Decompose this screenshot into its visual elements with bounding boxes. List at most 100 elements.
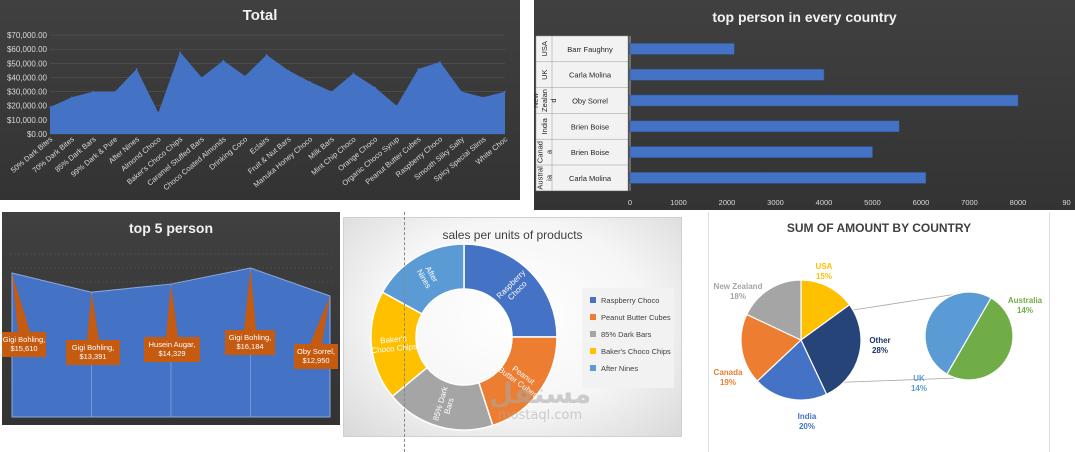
sum-amount-country-panel: SUM OF AMOUNT BY COUNTRY USA 15% Other 28% I… xyxy=(708,212,1050,452)
total-chart-panel: Total $0.00 $10,000.00 $20,000.00 $30,000.0… xyxy=(0,0,520,200)
data-point xyxy=(395,104,398,107)
x-tick-label: 4000 xyxy=(816,198,833,207)
legend-label: Peanut Butter Cubes xyxy=(601,313,671,322)
top-person-country-panel: top person in every country 0 1000 2000 300… xyxy=(534,0,1075,210)
person-label: Carla Molina xyxy=(569,71,612,80)
x-tick-label: 8000 xyxy=(1010,198,1027,207)
secondary-pie-slice xyxy=(924,291,992,375)
data-point xyxy=(157,112,160,114)
data-point xyxy=(92,90,95,93)
callout-pointer xyxy=(244,268,256,330)
pie-category-label: Other xyxy=(869,336,890,345)
data-label: Husein Augar, $14,329 xyxy=(149,340,196,358)
x-tick-label: 7000 xyxy=(961,198,978,207)
person-label: Carla Molina xyxy=(569,174,612,183)
top-person-bar-chart: 0 1000 2000 3000 4000 5000 6000 7000 8000 90 Barr … xyxy=(534,35,1071,207)
watermark: مستقل mostaql.com xyxy=(470,377,610,424)
pie-slice xyxy=(756,338,828,401)
callout-pointer xyxy=(166,284,178,337)
x-tick-label: 2000 xyxy=(719,198,736,207)
bar xyxy=(629,94,1019,107)
person-label: Barr Faughny xyxy=(567,45,613,54)
legend-swatch xyxy=(590,314,596,320)
doughnut-data-label: Baker'sChoco Chips xyxy=(370,333,417,355)
total-area-chart: $0.00 $10,000.00 $20,000.00 $30,000.00 $40,0… xyxy=(7,31,510,192)
legend-box xyxy=(582,288,674,388)
y-tick-label: $40,000.00 xyxy=(7,73,48,82)
pie-category-label: India xyxy=(798,412,817,421)
data-point xyxy=(114,90,116,93)
bar xyxy=(629,68,825,81)
person-label: Brien Boise xyxy=(571,148,609,157)
country-label: Australia xyxy=(536,166,554,190)
doughnut-slice xyxy=(463,243,558,338)
total-area-series xyxy=(50,52,505,134)
bar xyxy=(629,120,900,133)
data-point xyxy=(287,69,290,72)
y-tick-label: $50,000.00 xyxy=(7,59,48,68)
pie-percent-label: 20% xyxy=(799,422,815,431)
pie-slice xyxy=(800,303,862,396)
data-point xyxy=(135,68,138,70)
top-person-country-title: top person in every country xyxy=(712,9,897,25)
x-tick-label: 0 xyxy=(628,198,632,207)
callout-box xyxy=(144,337,200,362)
watermark-arabic: مستقل xyxy=(488,377,592,410)
sum-amount-country-title: SUM OF AMOUNT BY COUNTRY xyxy=(786,221,972,235)
pie-slice xyxy=(800,279,851,342)
callout-box xyxy=(294,344,338,369)
total-chart-title: Total xyxy=(242,7,278,24)
pie-percent-label: 15% xyxy=(816,272,832,281)
country-label: NewZealand xyxy=(534,89,558,112)
country-label: Canada xyxy=(536,141,554,163)
legend-label: Raspberry Choco xyxy=(601,296,659,305)
pie-slice xyxy=(745,279,802,341)
pie-category-label: USA xyxy=(816,262,833,271)
pie-category-label: Australia xyxy=(1008,296,1043,305)
legend-swatch xyxy=(590,331,596,337)
country-label: UK xyxy=(540,69,549,79)
pie-percent-label: 28% xyxy=(872,346,888,355)
doughnut-slice xyxy=(381,243,465,315)
pie-percent-label: 14% xyxy=(911,384,927,393)
bar xyxy=(629,172,927,184)
callout-box xyxy=(66,340,120,365)
connector-line xyxy=(843,377,958,383)
legend-swatch xyxy=(590,348,596,354)
data-point xyxy=(222,59,225,62)
country-label: USA xyxy=(540,41,549,56)
data-point xyxy=(244,75,246,77)
sales-units-panel: sales per units of products RaspberryCho… xyxy=(343,217,682,437)
legend-label: 85% Dark Bars xyxy=(601,330,652,339)
data-point xyxy=(179,51,181,53)
callout-pointer xyxy=(87,292,99,340)
x-tick-label: 90 xyxy=(1062,198,1070,207)
y-tick-label: $10,000.00 xyxy=(7,116,48,125)
bar xyxy=(629,43,735,55)
top-5-area-chart: Gigi Bohling, $15,610 Gigi Bohling, $13,391… xyxy=(2,253,338,418)
connector-line xyxy=(852,293,958,311)
x-tick-label: 6000 xyxy=(913,198,930,207)
x-tick-label: 3000 xyxy=(767,198,784,207)
person-label: Brien Boise xyxy=(571,122,609,131)
data-point xyxy=(504,90,506,93)
data-label: Gigi Bohling, $15,610 xyxy=(3,335,46,353)
callout-pointer xyxy=(310,296,330,344)
divider-line xyxy=(404,212,405,452)
pie-percent-label: 14% xyxy=(1017,306,1033,315)
x-tick-label: 1000 xyxy=(670,198,687,207)
bar xyxy=(629,146,873,158)
pie-category-label: Canada xyxy=(714,368,743,377)
y-tick-label: $30,000.00 xyxy=(7,88,48,97)
data-point xyxy=(460,90,463,93)
person-label: Oby Sorrel xyxy=(572,97,608,106)
pie-slice xyxy=(740,313,803,382)
callout-box xyxy=(2,332,46,357)
top-5-person-title: top 5 person xyxy=(128,220,213,236)
callout-box xyxy=(225,330,275,355)
legend-swatch xyxy=(590,297,596,303)
data-point xyxy=(439,61,441,63)
pie-percent-label: 19% xyxy=(720,378,736,387)
